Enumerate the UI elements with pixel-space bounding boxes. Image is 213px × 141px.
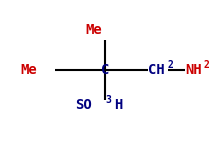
Text: 2: 2 — [204, 60, 210, 70]
Text: CH: CH — [148, 63, 165, 77]
Text: 2: 2 — [168, 60, 174, 70]
Text: NH: NH — [185, 63, 202, 77]
Text: H: H — [114, 98, 122, 112]
Text: SO: SO — [75, 98, 92, 112]
Text: C: C — [101, 63, 109, 77]
Text: Me: Me — [85, 23, 102, 37]
Text: Me: Me — [20, 63, 37, 77]
Text: 3: 3 — [105, 95, 111, 105]
